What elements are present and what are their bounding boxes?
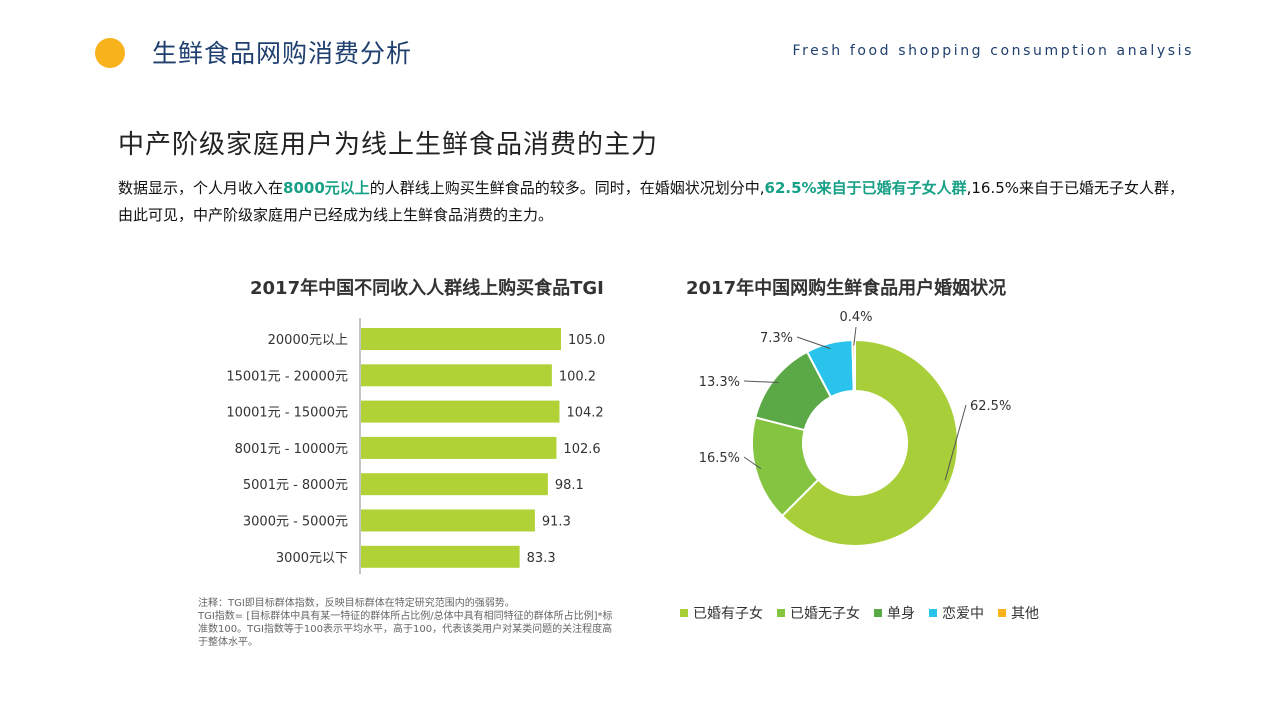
- bar-5: [361, 509, 535, 532]
- summary-text-1: 数据显示，个人月收入在: [118, 179, 284, 197]
- donut-value-label: 0.4%: [839, 310, 872, 325]
- donut-legend: 已婚有子女 已婚无子女 单身 恋爱中 其他: [680, 603, 1039, 623]
- bar-category-label: 8001元 - 10000元: [235, 442, 348, 457]
- bar-category-label: 3000元以下: [276, 551, 348, 566]
- page-title: 生鲜食品网购消费分析: [152, 39, 413, 68]
- bar-value-label: 105.0: [568, 333, 605, 348]
- donut-slice-4: [851, 338, 856, 393]
- bar-6: [361, 545, 520, 568]
- legend-swatch: [680, 609, 688, 617]
- summary-text-3: ,16.5%来自于已婚无子女人群，由此可见，中产阶级家庭用户已经成为线上生鲜食品…: [118, 179, 1185, 224]
- legend-swatch: [874, 609, 882, 617]
- bar-value-label: 100.2: [559, 369, 596, 384]
- marital-donut-chart: 62.5% 16.5% 13.3% 7.3% 0.4%: [699, 310, 1011, 547]
- section-title: 中产阶级家庭用户为线上生鲜食品消费的主力: [118, 130, 659, 160]
- bar-2: [361, 400, 560, 423]
- donut-leader-line: [796, 336, 831, 350]
- bar-category-label: 15001元 - 20000元: [226, 369, 348, 384]
- summary-highlight-married: 62.5%来自于已婚有子女人群: [764, 179, 967, 197]
- donut-leader-line: [853, 326, 857, 346]
- bar-value-label: 83.3: [527, 551, 556, 566]
- legend-item: 已婚有子女: [680, 603, 763, 623]
- legend-item: 已婚无子女: [777, 603, 860, 623]
- bar-3: [361, 436, 557, 459]
- donut-leader-line: [743, 380, 779, 384]
- bar-value-label: 91.3: [542, 515, 571, 530]
- donut-value-label: 13.3%: [699, 375, 740, 390]
- bar-0: [361, 328, 561, 350]
- legend-swatch: [998, 609, 1006, 617]
- donut-leader-line: [944, 404, 967, 481]
- legend-label: 已婚无子女: [790, 606, 860, 622]
- bar-value-label: 102.6: [563, 442, 600, 457]
- page-subtitle-english: Fresh food shopping consumption analysis: [792, 43, 1194, 59]
- bar-chart-title: 2017年中国不同收入人群线上购买食品TGI: [250, 278, 604, 299]
- legend-label: 已婚有子女: [693, 606, 763, 622]
- donut-chart-title: 2017年中国网购生鲜食品用户婚姻状况: [686, 278, 1007, 299]
- legend-label: 单身: [887, 606, 915, 622]
- legend-item: 恋爱中: [929, 603, 984, 623]
- header-accent-dot: [95, 38, 125, 68]
- bar-category-label: 20000元以上: [268, 333, 348, 348]
- donut-value-label: 16.5%: [699, 451, 740, 466]
- donut-value-label: 7.3%: [760, 331, 793, 346]
- donut-slice-0: [780, 338, 959, 547]
- donut-leader-line: [743, 456, 762, 470]
- legend-label: 恋爱中: [942, 606, 984, 622]
- legend-item: 单身: [874, 603, 915, 623]
- note-line-1: 注释：TGI即目标群体指数，反映目标群体在特定研究范围内的强弱势。: [198, 598, 515, 609]
- bar-value-label: 98.1: [555, 478, 584, 493]
- donut-value-label: 62.5%: [970, 399, 1011, 414]
- summary-highlight-income: 8000元以上: [283, 179, 370, 197]
- summary-text-2: 的人群线上购买生鲜食品的较多。同时，在婚姻状况划分中,: [369, 179, 765, 197]
- legend-label: 其他: [1011, 606, 1039, 622]
- summary-paragraph: 数据显示，个人月收入在8000元以上的人群线上购买生鲜食品的较多。同时，在婚姻状…: [118, 175, 1193, 229]
- bar-category-label: 3000元 - 5000元: [243, 515, 348, 530]
- bar-value-label: 104.2: [566, 406, 603, 421]
- legend-swatch: [777, 609, 785, 617]
- legend-item: 其他: [998, 603, 1039, 623]
- bar-category-label: 5001元 - 8000元: [243, 478, 348, 493]
- legend-swatch: [929, 609, 937, 617]
- tgi-bar-chart: 20000元以上 105.0 15001元 - 20000元 100.2 10001元 …: [226, 318, 605, 574]
- bar-category-label: 10001元 - 15000元: [226, 406, 348, 421]
- bar-1: [361, 364, 552, 387]
- bar-4: [361, 473, 548, 496]
- note-line-2: TGI指数= [目标群体中具有某一特征的群体所占比例/总体中具有相同特征的群体所…: [198, 611, 613, 648]
- tgi-note: 注释：TGI即目标群体指数，反映目标群体在特定研究范围内的强弱势。 TGI指数=…: [198, 597, 618, 649]
